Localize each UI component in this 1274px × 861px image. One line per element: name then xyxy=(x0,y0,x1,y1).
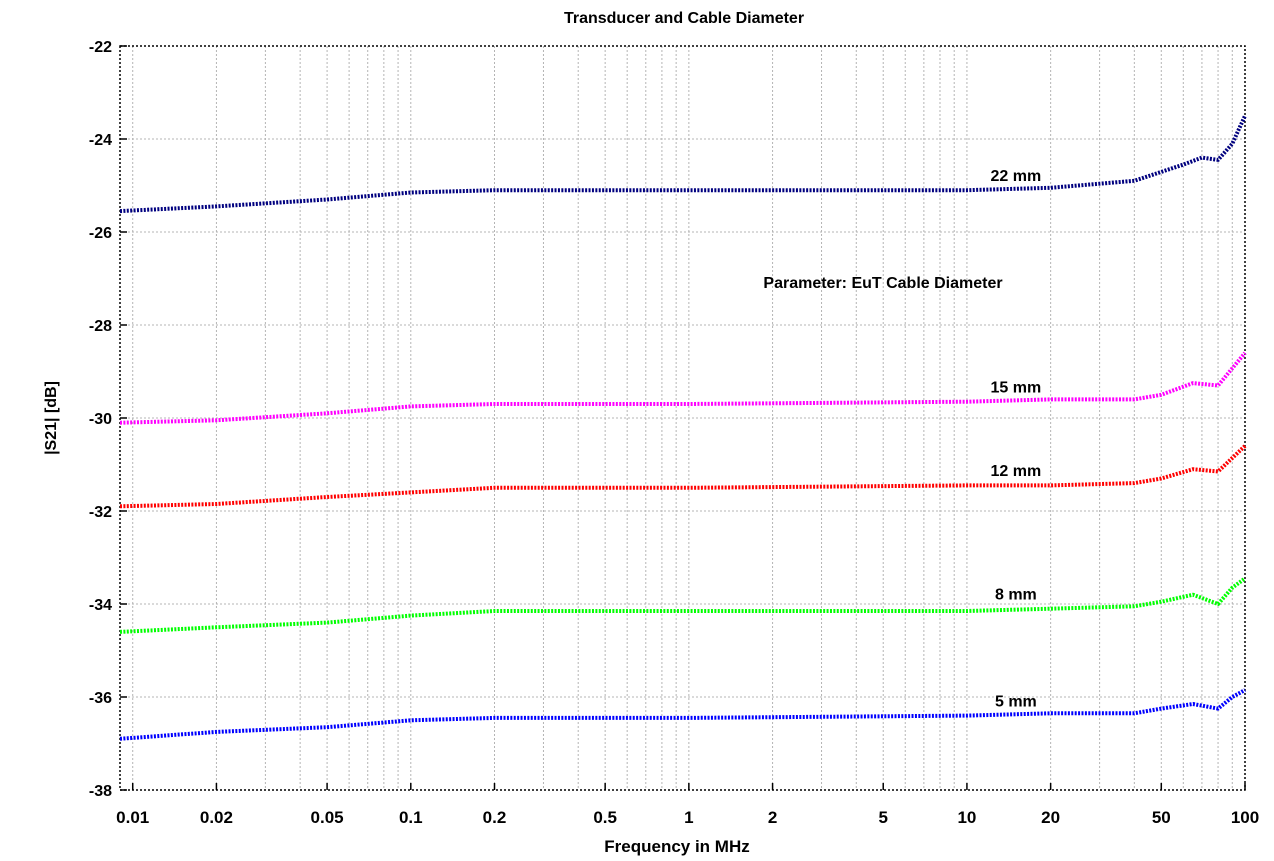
series-label: 15 mm xyxy=(991,379,1042,396)
y-axis: -38 -36 -34 -32 -30 -28 -26 -24 -22 xyxy=(89,39,127,800)
y-tick-label: -26 xyxy=(89,225,112,242)
y-tick-label: -36 xyxy=(89,690,112,707)
x-tick-label: 2 xyxy=(768,808,777,827)
x-tick-label: 1 xyxy=(684,808,693,827)
y-tick-label: -30 xyxy=(89,411,112,428)
x-tick-label: 0.02 xyxy=(200,808,233,827)
annotation: Parameter: EuT Cable Diameter xyxy=(763,275,1002,292)
series-group xyxy=(119,114,1247,741)
series-line-12-mm xyxy=(119,444,1247,509)
series-label: 8 mm xyxy=(995,586,1037,603)
x-tick-label: 10 xyxy=(957,808,976,827)
x-tick-label: 0.5 xyxy=(593,808,617,827)
x-tick-label: 5 xyxy=(878,808,887,827)
y-tick-label: -38 xyxy=(89,783,112,800)
chart-title: Transducer and Cable Diameter xyxy=(564,10,804,27)
series-labels: 22 mm 15 mm 12 mm 8 mm 5 mm xyxy=(991,168,1042,710)
x-tick-label: 20 xyxy=(1041,808,1060,827)
grid xyxy=(119,46,1245,790)
x-tick-label: 0.1 xyxy=(399,808,423,827)
x-tick-label: 0.05 xyxy=(311,808,344,827)
series-line-15-mm xyxy=(119,351,1247,425)
y-tick-label: -34 xyxy=(89,597,112,614)
x-tick-label: 0.2 xyxy=(483,808,507,827)
series-line-22-mm xyxy=(119,114,1247,214)
y-axis-label: |S21| [dB] xyxy=(43,381,60,455)
x-tick-label: 0.01 xyxy=(116,808,149,827)
series-line-8-mm xyxy=(119,576,1247,634)
series-label: 12 mm xyxy=(991,463,1042,480)
x-tick-label: 50 xyxy=(1152,808,1171,827)
x-tick-label: 100 xyxy=(1231,808,1259,827)
y-tick-label: -28 xyxy=(89,318,112,335)
y-tick-label: -22 xyxy=(89,39,112,56)
series-label: 22 mm xyxy=(991,168,1042,185)
y-tick-label: -24 xyxy=(89,132,112,149)
y-tick-label: -32 xyxy=(89,504,112,521)
x-axis: 0.01 0.02 0.05 0.1 0.2 0.5 1 2 5 10 20 50 100 xyxy=(116,783,1259,827)
series-line-5-mm xyxy=(119,688,1246,741)
series-label: 5 mm xyxy=(995,693,1037,710)
x-axis-label: Frequency in MHz xyxy=(604,837,749,856)
